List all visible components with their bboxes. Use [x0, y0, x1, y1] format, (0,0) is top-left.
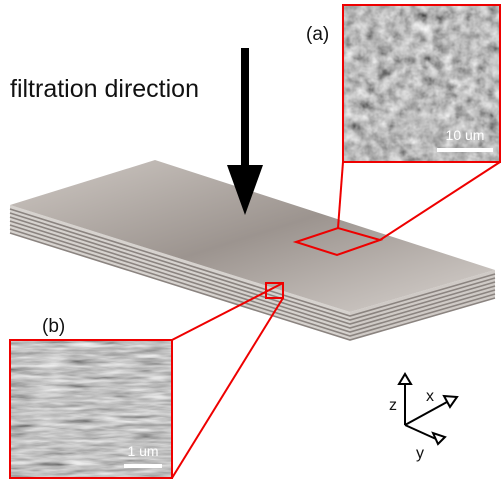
axis-label: z [389, 397, 397, 414]
axis-label: x [426, 388, 434, 405]
scale-bar-label: 10 um [446, 127, 485, 143]
inset-label: (a) [306, 24, 329, 45]
axis-label: y [416, 445, 424, 462]
scale-bar-label: 1 um [127, 443, 158, 459]
inset-label: (b) [42, 316, 65, 337]
inset-a: 10 um [343, 5, 500, 162]
direction-label: filtration direction [10, 75, 199, 103]
inset-b: 1 um [10, 340, 172, 478]
figure: filtration direction 10 um (a) 1 um (b) … [0, 0, 501, 490]
axis-triad [399, 374, 457, 444]
